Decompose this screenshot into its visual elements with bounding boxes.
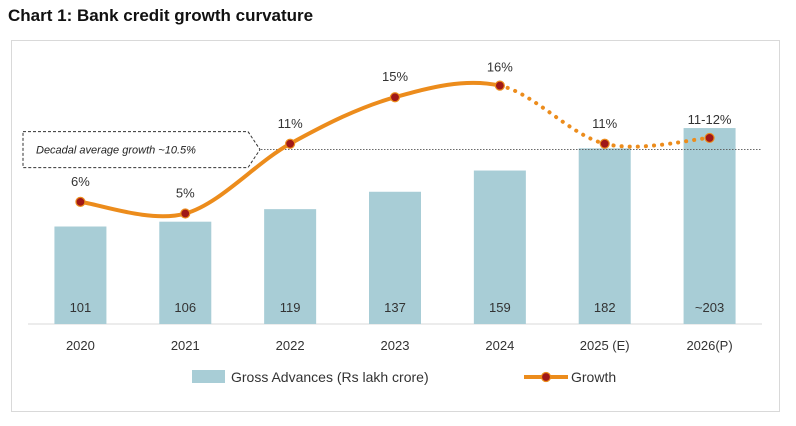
growth-point-marker [285,138,296,149]
bar-value-label: 119 [280,300,301,315]
legend: Gross Advances (Rs lakh crore) Growth [192,369,616,385]
legend-label-gross-advances: Gross Advances (Rs lakh crore) [231,369,429,385]
legend-swatch-gross-advances [192,370,225,383]
bar-2020 [54,226,107,324]
growth-point-label: 5% [176,186,195,201]
bars-layer: 101 106 119 137 159 182 ~203 [54,128,736,324]
legend-swatch-growth-marker [540,371,552,383]
decadal-average-label: Decadal average growth ~10.5% [36,145,196,157]
bar-value-label: ~203 [695,300,724,315]
growth-point-label: 11% [592,116,617,131]
x-tick-label: 2026(P) [686,338,732,353]
growth-point-label: 11-12% [688,112,732,127]
x-axis-ticks: 2020 2021 2022 2023 2024 2025 (E) 2026(P) [66,338,733,353]
bar-2023 [369,191,421,324]
bar-value-label: 137 [384,300,406,315]
bar-2021 [159,221,212,324]
x-tick-label: 2023 [381,338,410,353]
bar-2025-e- [578,148,631,324]
growth-point-marker [494,80,505,91]
growth-point-label: 16% [487,60,513,75]
growth-point-label: 6% [71,174,90,189]
decadal-average-callout: Decadal average growth ~10.5% [22,131,261,169]
chart-frame [11,40,780,412]
bar-value-label: 101 [70,300,92,315]
chart-title: Chart 1: Bank credit growth curvature [8,6,314,25]
decadal-average-callout-box [22,131,261,169]
x-tick-label: 2025 (E) [580,338,630,353]
growth-point-marker [389,92,401,103]
bar-2026-p- [683,128,736,324]
bar-2024 [473,170,526,324]
growth-point-label: 15% [382,69,408,84]
growth-line-layer: 6% 5% 11% 15% 16% 11% 11-12% [71,60,732,219]
x-tick-label: 2020 [66,338,95,353]
growth-point-marker [75,196,86,207]
x-tick-label: 2021 [171,338,200,353]
bar-value-label: 106 [174,300,196,315]
bar-value-label: 182 [594,300,616,315]
bar-2022 [264,209,317,324]
x-tick-label: 2024 [485,338,514,353]
growth-point-marker [180,208,191,219]
growth-point-marker [599,138,610,149]
legend-label-growth: Growth [571,369,616,385]
growth-point-marker [704,132,715,144]
bar-value-label: 159 [489,300,511,315]
growth-point-label: 11% [278,116,303,131]
x-tick-label: 2022 [276,338,305,353]
